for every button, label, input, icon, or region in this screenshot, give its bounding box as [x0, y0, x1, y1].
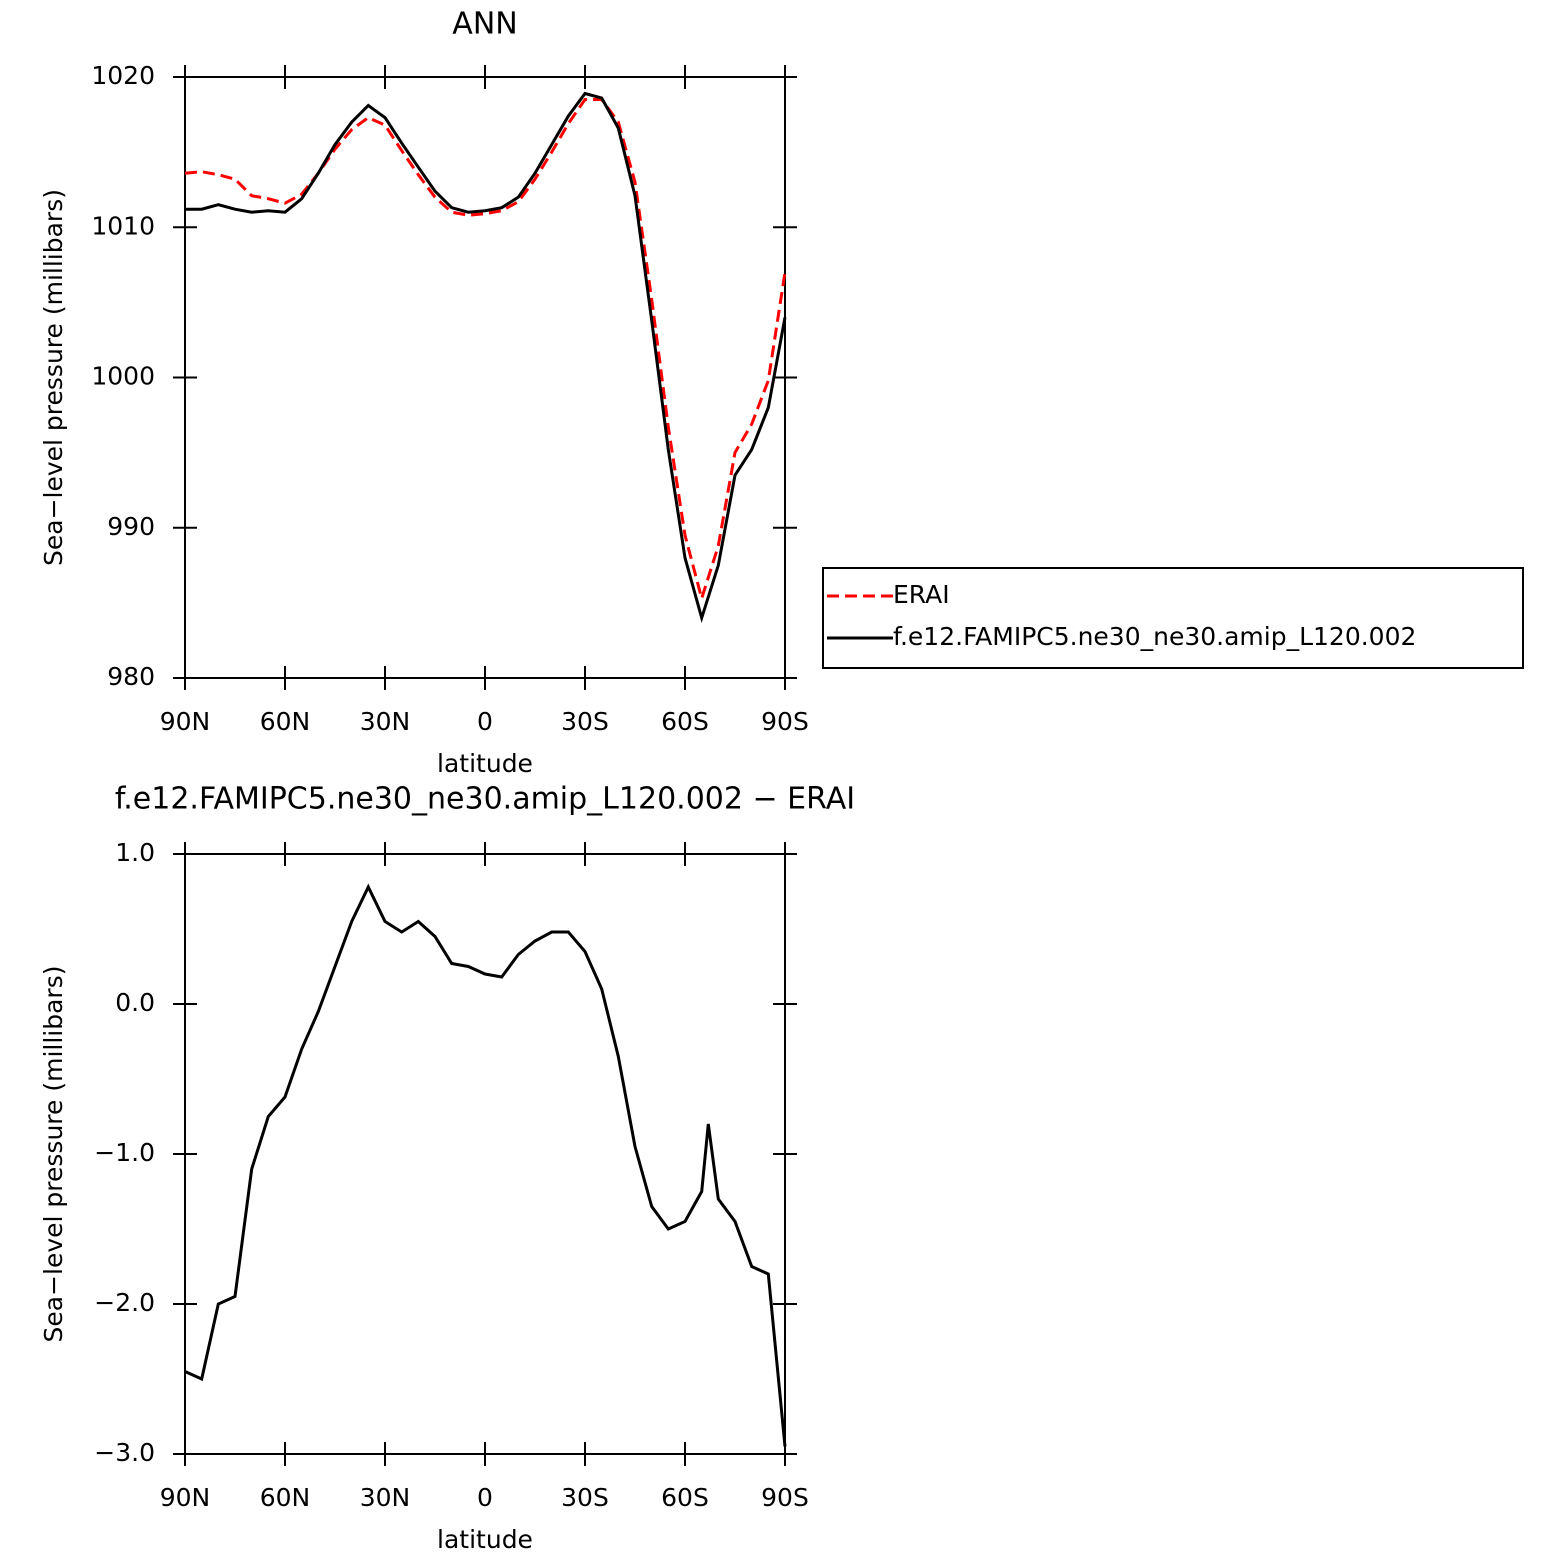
y-tick-label: 1010: [91, 211, 155, 240]
y-axis-label: Sea−level pressure (millibars): [39, 189, 68, 566]
x-tick-label: 60N: [260, 1483, 311, 1512]
y-tick-label: 980: [107, 662, 155, 691]
chart-title: ANN: [452, 7, 517, 42]
chart-title: f.e12.FAMIPC5.ne30_ne30.amip_L120.002 − …: [115, 782, 855, 817]
data-line: [185, 91, 787, 624]
plot-frame: [184, 853, 786, 1455]
data-line: [184, 883, 787, 1447]
x-axis-label: latitude: [437, 749, 533, 778]
plot-frame: [184, 76, 786, 679]
x-tick-label: 30N: [360, 707, 411, 736]
x-tick-label: 60S: [661, 707, 709, 736]
legend-label: f.e12.FAMIPC5.ne30_ne30.amip_L120.002: [893, 622, 1416, 651]
y-tick-label: −1.0: [94, 1138, 155, 1167]
x-tick-label: 30S: [561, 707, 609, 736]
x-tick-label: 60S: [661, 1483, 709, 1512]
y-axis-label: Sea−level pressure (millibars): [39, 966, 68, 1343]
legend-box: [822, 567, 1524, 669]
y-tick-label: 990: [107, 512, 155, 541]
x-tick-label: 90N: [160, 1483, 211, 1512]
y-tick-label: 1020: [91, 61, 155, 90]
x-tick-label: 30N: [360, 1483, 411, 1512]
x-tick-label: 60N: [260, 707, 311, 736]
legend-label: ERAI: [893, 580, 950, 609]
x-tick-label: 0: [477, 1483, 493, 1512]
y-tick-label: −3.0: [94, 1438, 155, 1467]
x-tick-label: 30S: [561, 1483, 609, 1512]
x-tick-label: 90S: [761, 1483, 809, 1512]
x-axis-label: latitude: [437, 1525, 533, 1554]
x-tick-label: 0: [477, 707, 493, 736]
y-tick-label: 1.0: [115, 838, 155, 867]
x-tick-label: 90S: [761, 707, 809, 736]
y-tick-label: 1000: [91, 362, 155, 391]
y-tick-label: −2.0: [94, 1288, 155, 1317]
x-tick-label: 90N: [160, 707, 211, 736]
data-line: [184, 98, 787, 604]
y-tick-label: 0.0: [115, 988, 155, 1017]
